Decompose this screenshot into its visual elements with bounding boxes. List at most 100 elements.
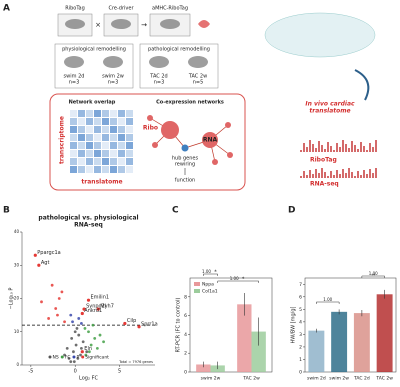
gene-label: Ppargc1a [37, 250, 60, 256]
heat-cell [118, 150, 125, 157]
heat-cell [70, 166, 77, 173]
gene-label: Cilp [127, 318, 136, 324]
point [67, 356, 71, 360]
track-bar [372, 173, 374, 178]
y-tick-label: 10 [14, 329, 20, 334]
x-tick-label: swim 2w [201, 376, 221, 382]
sig-bracket [316, 301, 340, 304]
x-tick-label: swim 2w [329, 376, 349, 382]
heat-cell [94, 166, 101, 173]
y-tick-label: 4 [299, 319, 302, 325]
bar [251, 331, 266, 372]
note: Total = 7976 genes [118, 360, 153, 364]
y-tick-label: 2 [184, 351, 187, 357]
heat-cell [110, 150, 117, 157]
gene-point [80, 350, 84, 354]
gene-point [137, 325, 141, 329]
network-box [49, 93, 246, 191]
track-bar [363, 170, 365, 178]
point [77, 333, 81, 337]
heat-cell [78, 110, 85, 117]
track-bar [369, 143, 371, 152]
track-bar [321, 145, 323, 152]
heat-cell [86, 110, 93, 117]
track-bar [306, 147, 308, 152]
track-bar [336, 143, 338, 152]
heat-cell [118, 118, 125, 125]
plot-bg [304, 277, 397, 373]
heat-cell [110, 118, 117, 125]
sig-label: 1.00 [202, 269, 211, 274]
gene-label: Ankrd1 [84, 308, 102, 314]
y-tick-label: 20 [14, 296, 20, 301]
track-bar [306, 175, 308, 178]
panel-label: A [3, 4, 10, 14]
y-tick-label: 2 [299, 344, 302, 350]
cohort-n: n=3 [154, 80, 165, 86]
track-bar [354, 145, 356, 152]
x-tick-label: 0 [74, 369, 77, 375]
heat-cell [78, 126, 85, 133]
heat-cell [70, 110, 77, 117]
heat-cell [78, 166, 85, 173]
heat-cell [118, 166, 125, 173]
track-bar [309, 140, 311, 152]
heat-cell [126, 134, 133, 141]
legend-label: Col1a1 [202, 289, 218, 295]
mouse [160, 19, 180, 29]
heat-cell [126, 166, 133, 173]
heat-cell [70, 158, 77, 165]
point [75, 327, 79, 330]
bar [308, 330, 325, 372]
point [81, 340, 85, 344]
network-heading: Network overlap [69, 100, 116, 106]
point [69, 313, 73, 317]
track-bar [333, 150, 335, 152]
gene-point [123, 321, 127, 326]
heat-cell [70, 126, 77, 133]
track-bar [345, 144, 347, 152]
track-bar [345, 173, 347, 178]
heat-cell [78, 158, 85, 165]
heatmap [70, 110, 133, 173]
hub-node [181, 144, 189, 152]
gene-label: Emilin1 [91, 295, 110, 301]
point [71, 320, 74, 324]
track-bar [360, 142, 362, 152]
gene-label: Agt [41, 260, 50, 266]
heat-cell [70, 134, 77, 141]
track-bar [372, 147, 374, 152]
legend-label: NS [53, 355, 59, 361]
track-bar [342, 169, 344, 178]
point [93, 337, 97, 340]
point [60, 290, 64, 294]
sig-star: * [214, 270, 217, 276]
track-label: RNA-seq [310, 181, 339, 188]
y-axis-label: HW/BW [mg/g] [291, 306, 297, 343]
gene-point [37, 263, 41, 267]
bar [376, 294, 393, 372]
x-tick-label: TAC 2d [353, 376, 370, 382]
heat-cell [102, 118, 109, 125]
track-bar [303, 143, 305, 152]
heat-cell [78, 118, 85, 125]
gene-point [33, 253, 37, 257]
heat-cell [94, 118, 101, 125]
point [98, 333, 102, 337]
point [87, 350, 91, 354]
group-box [139, 43, 219, 89]
point [47, 317, 50, 320]
heat-cell [70, 118, 77, 125]
x-axis-label: Log₂ FC [79, 376, 98, 382]
sig-star: * [242, 277, 245, 283]
hub-label: hub genes [172, 156, 199, 162]
heat-cell [94, 126, 101, 133]
track-bar [315, 148, 317, 152]
heat-cell [86, 142, 93, 149]
heat-cell [126, 118, 133, 125]
sig-label: ** [371, 273, 375, 278]
bar [196, 364, 211, 372]
track-bar [348, 168, 350, 178]
x-tick-label: -5 [28, 369, 33, 375]
